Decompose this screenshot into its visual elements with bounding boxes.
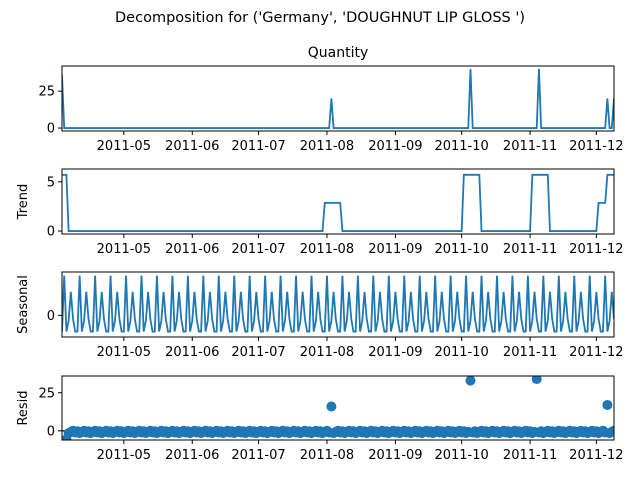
xtick-label: 2011-05 (97, 345, 151, 360)
xtick-label: 2011-09 (368, 139, 422, 154)
xtick-label: 2011-09 (368, 345, 422, 360)
xtick-label: 2011-11 (503, 448, 557, 463)
xtick-label: 2011-09 (368, 242, 422, 257)
xtick-label: 2011-08 (300, 345, 354, 360)
series-line (62, 173, 614, 232)
axes-frame (61, 168, 615, 235)
xtick-label: 2011-07 (231, 242, 285, 257)
panel-title: Quantity (308, 45, 369, 61)
axes-frame (61, 65, 615, 132)
ytick-label: 25 (38, 85, 55, 100)
ylabel: Seasonal (16, 275, 31, 334)
figure-suptitle: Decomposition for ('Germany', 'DOUGHNUT … (115, 10, 525, 26)
xtick-label: 2011-05 (97, 139, 151, 154)
resid-point (609, 425, 614, 436)
series-line (62, 68, 614, 129)
xtick-label: 2011-12 (569, 345, 623, 360)
xtick-label: 2011-12 (569, 448, 623, 463)
xtick-label: 2011-11 (503, 345, 557, 360)
xtick-label: 2011-09 (368, 448, 422, 463)
xtick-label: 2011-06 (165, 448, 219, 463)
ytick-label: 25 (38, 386, 55, 401)
xtick-label: 2011-10 (434, 139, 488, 154)
xtick-label: 2011-08 (300, 139, 354, 154)
xtick-label: 2011-07 (231, 139, 285, 154)
xtick-label: 2011-12 (569, 139, 623, 154)
panel-3: 0 2011-05 2011-06 2011-07 2011-08 2011-09 2011… (16, 271, 624, 360)
ytick-label: 0 (47, 122, 55, 137)
xtick-label: 2011-06 (165, 242, 219, 257)
xtick-label: 2011-08 (300, 448, 354, 463)
ylabel: Trend (16, 184, 31, 221)
xtick-label: 2011-10 (434, 448, 488, 463)
resid-point (602, 399, 613, 410)
xtick-label: 2011-11 (503, 242, 557, 257)
resid-point (326, 401, 337, 412)
xtick-label: 2011-12 (569, 242, 623, 257)
xtick-label: 2011-05 (97, 448, 151, 463)
xtick-label: 2011-07 (231, 448, 285, 463)
xtick-label: 2011-06 (165, 345, 219, 360)
ytick-label: 0 (47, 309, 55, 324)
ytick-label: 0 (47, 424, 55, 439)
xtick-label: 2011-11 (503, 139, 557, 154)
axes-frame (61, 375, 615, 441)
series-line (62, 275, 614, 333)
xtick-label: 2011-10 (434, 242, 488, 257)
xtick-label: 2011-10 (434, 345, 488, 360)
xtick-label: 2011-07 (231, 345, 285, 360)
panel-1: Quantity 0 25 2011-05 2011-06 2011-07 2011-08 2… (38, 45, 623, 154)
panel-2: 0 5 2011-05 2011-06 2011-07 2011-08 2011-09 201… (16, 168, 624, 257)
resid-point (531, 376, 542, 385)
ylabel: Resid (16, 390, 31, 425)
axes-frame (61, 271, 615, 338)
panel-4: 0 25 2011-05 2011-06 2011-07 2011-08 2011-09 20… (16, 375, 624, 463)
ytick-label: 5 (47, 175, 55, 190)
resid-point (465, 376, 476, 386)
xtick-label: 2011-06 (165, 139, 219, 154)
ytick-label: 0 (47, 225, 55, 240)
xtick-label: 2011-05 (97, 242, 151, 257)
xtick-label: 2011-08 (300, 242, 354, 257)
